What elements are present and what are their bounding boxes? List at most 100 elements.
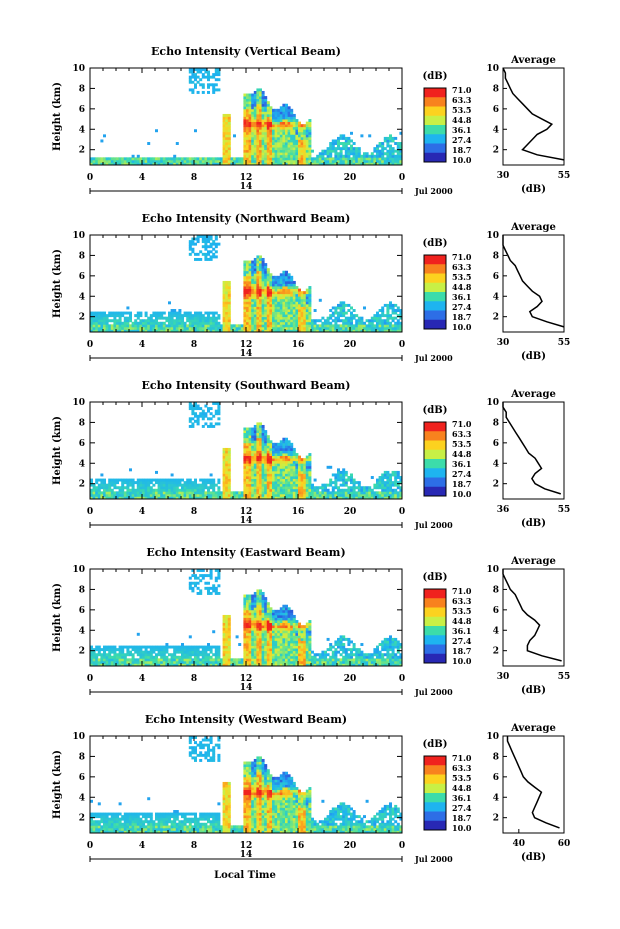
- heatmap-cell: [251, 604, 255, 608]
- heatmap-cell: [357, 321, 361, 325]
- heatmap-cell: [181, 488, 184, 492]
- colorbar-tick-label: 63.3: [452, 429, 472, 439]
- heatmap-cell: [389, 329, 392, 333]
- heatmap-cell: [285, 111, 288, 115]
- heatmap-cell: [256, 460, 260, 464]
- heatmap-cell: [152, 491, 156, 495]
- heatmap-cell: [261, 630, 265, 634]
- heatmap-cell: [225, 162, 229, 166]
- heatmap-cell: [363, 493, 366, 497]
- heatmap-cell: [251, 291, 255, 295]
- heatmap-cell: [97, 493, 101, 497]
- heatmap-cell: [201, 316, 205, 320]
- heatmap-cell: [201, 660, 205, 664]
- heatmap-cell: [399, 154, 403, 158]
- heatmap-cell: [178, 481, 182, 485]
- heatmap-cell: [227, 134, 231, 138]
- heatmap-cell: [251, 154, 255, 158]
- heatmap-cell: [253, 447, 257, 451]
- heatmap-cell: [175, 488, 179, 492]
- heatmap-cell: [300, 321, 304, 325]
- heatmap-cell: [113, 491, 117, 495]
- heatmap-cell: [370, 162, 374, 166]
- heatmap-cell: [324, 483, 327, 487]
- heatmap-cell: [386, 488, 390, 492]
- heatmap-cell: [373, 326, 377, 330]
- heatmap-cell: [342, 136, 346, 140]
- heatmap-cell: [235, 663, 239, 667]
- heatmap-cell: [355, 481, 359, 485]
- heatmap-cell: [256, 432, 260, 436]
- heatmap-cell: [274, 157, 278, 161]
- heatmap-cell: [292, 139, 296, 143]
- heatmap-cell: [300, 496, 304, 500]
- heatmap-cell: [279, 126, 283, 130]
- heatmap-cell: [282, 476, 286, 479]
- heatmap-cell: [277, 321, 281, 325]
- heatmap-cell: [243, 481, 247, 485]
- heatmap-cell: [246, 455, 249, 459]
- colorbar-tick-label: 27.4: [452, 469, 472, 479]
- heatmap-cell: [227, 496, 231, 500]
- heatmap-cell: [162, 483, 166, 487]
- heatmap-cell: [253, 450, 257, 454]
- heatmap-cell: [352, 309, 356, 312]
- colorbar-segment: [424, 468, 446, 478]
- heatmap-cell: [194, 129, 197, 133]
- colorbar-segment: [424, 319, 446, 330]
- heatmap-cell: [90, 481, 93, 485]
- colorbar-segment: [424, 273, 446, 284]
- heatmap-cell: [324, 162, 327, 166]
- heatmap-cell: [222, 136, 226, 140]
- heatmap-cell: [253, 288, 257, 292]
- heatmap-cell: [264, 653, 268, 657]
- heatmap-cell: [251, 496, 255, 500]
- heatmap-cell: [261, 270, 265, 274]
- heatmap-cell: [274, 113, 278, 117]
- heatmap-cell: [272, 306, 275, 310]
- heatmap-cell: [207, 235, 210, 238]
- heatmap-cell: [396, 159, 400, 163]
- heatmap-cell: [321, 486, 325, 490]
- heatmap-cell: [227, 640, 231, 644]
- heatmap-cell: [391, 154, 395, 158]
- heatmap-cell: [139, 157, 143, 161]
- heatmap-cell: [253, 432, 257, 436]
- heatmap-cell: [201, 240, 205, 244]
- heatmap-cell: [292, 124, 296, 128]
- heatmap-cell: [389, 157, 392, 161]
- heatmap-cell: [162, 159, 166, 163]
- heatmap-cell: [261, 470, 265, 474]
- heatmap-cell: [188, 314, 192, 318]
- heatmap-cell: [175, 321, 179, 325]
- heatmap-cell: [170, 329, 174, 333]
- heatmap-cell: [131, 660, 135, 664]
- heatmap-cell: [373, 491, 377, 495]
- heatmap-cell: [246, 643, 249, 646]
- heatmap-cell: [300, 468, 304, 472]
- heatmap-cell: [305, 134, 309, 138]
- heatmap-cell: [188, 586, 192, 590]
- heatmap-cell: [269, 129, 273, 133]
- heatmap-cell: [266, 291, 270, 295]
- heatmap-cell: [282, 280, 286, 284]
- heatmap-cell: [352, 326, 356, 330]
- heatmap-cell: [269, 309, 273, 312]
- heatmap-cell: [305, 488, 309, 492]
- heatmap-cell: [227, 296, 231, 300]
- heatmap-cell: [194, 574, 197, 578]
- heatmap-cell: [131, 655, 135, 659]
- colorbar-segment: [424, 125, 446, 135]
- heatmap-cell: [253, 103, 257, 107]
- heatmap-cell: [285, 491, 288, 495]
- heatmap-cell: [347, 152, 351, 156]
- heatmap-cell: [287, 483, 291, 487]
- heatmap-cell: [243, 660, 247, 664]
- profile-y-tick-label: 4: [493, 459, 499, 469]
- heatmap-cell: [157, 478, 161, 482]
- heatmap-cell: [261, 481, 265, 485]
- heatmap-cell: [214, 576, 218, 580]
- heatmap-cell: [334, 147, 338, 151]
- heatmap-cell: [285, 162, 288, 166]
- heatmap-cell: [253, 620, 257, 623]
